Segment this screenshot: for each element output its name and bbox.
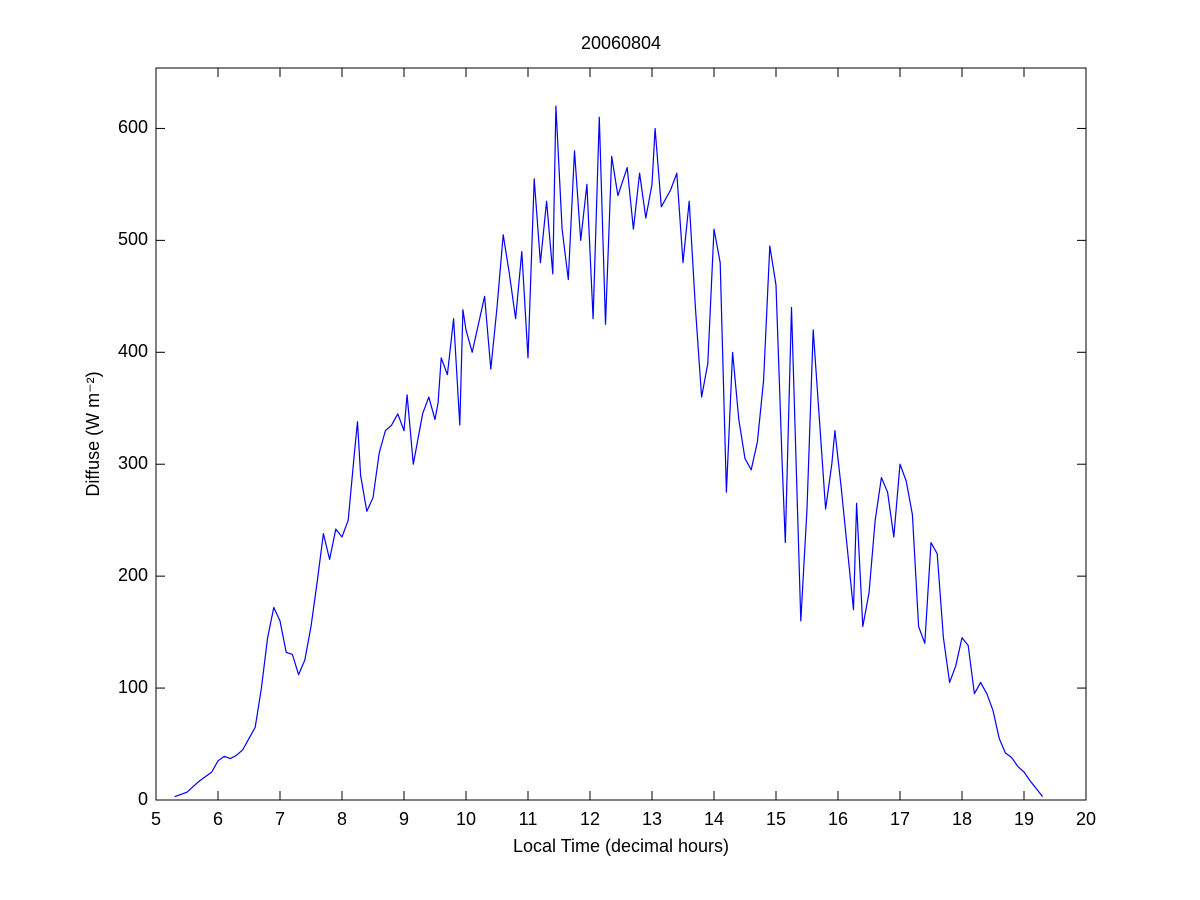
y-tick-label: 600 [118, 117, 148, 137]
x-tick-label: 6 [213, 809, 223, 829]
y-tick-label: 100 [118, 677, 148, 697]
plot-frame [155, 67, 1087, 801]
x-tick-label: 10 [456, 809, 476, 829]
x-tick-label: 13 [642, 809, 662, 829]
x-tick-label: 12 [580, 809, 600, 829]
y-tick-label: 500 [118, 229, 148, 249]
x-tick-label: 16 [828, 809, 848, 829]
y-tick-label: 200 [118, 565, 148, 585]
x-tick-label: 15 [766, 809, 786, 829]
x-tick-label: 14 [704, 809, 724, 829]
x-tick-label: 18 [952, 809, 972, 829]
x-tick-label: 17 [890, 809, 910, 829]
x-tick-label: 20 [1076, 809, 1096, 829]
y-tick-label: 400 [118, 341, 148, 361]
data-line [174, 105, 1044, 798]
x-tick-label: 7 [275, 809, 285, 829]
y-tick-label: 0 [138, 789, 148, 809]
x-tick-label: 5 [151, 809, 161, 829]
x-tick-label: 8 [337, 809, 347, 829]
x-tick-label: 9 [399, 809, 409, 829]
y-axis-label: Diffuse (W m⁻²) [83, 371, 103, 496]
x-tick-label: 11 [519, 809, 538, 829]
x-axis-label: Local Time (decimal hours) [513, 836, 729, 856]
chart-title: 20060804 [581, 33, 661, 53]
y-tick-label: 300 [118, 453, 148, 473]
x-tick-label: 19 [1014, 809, 1034, 829]
